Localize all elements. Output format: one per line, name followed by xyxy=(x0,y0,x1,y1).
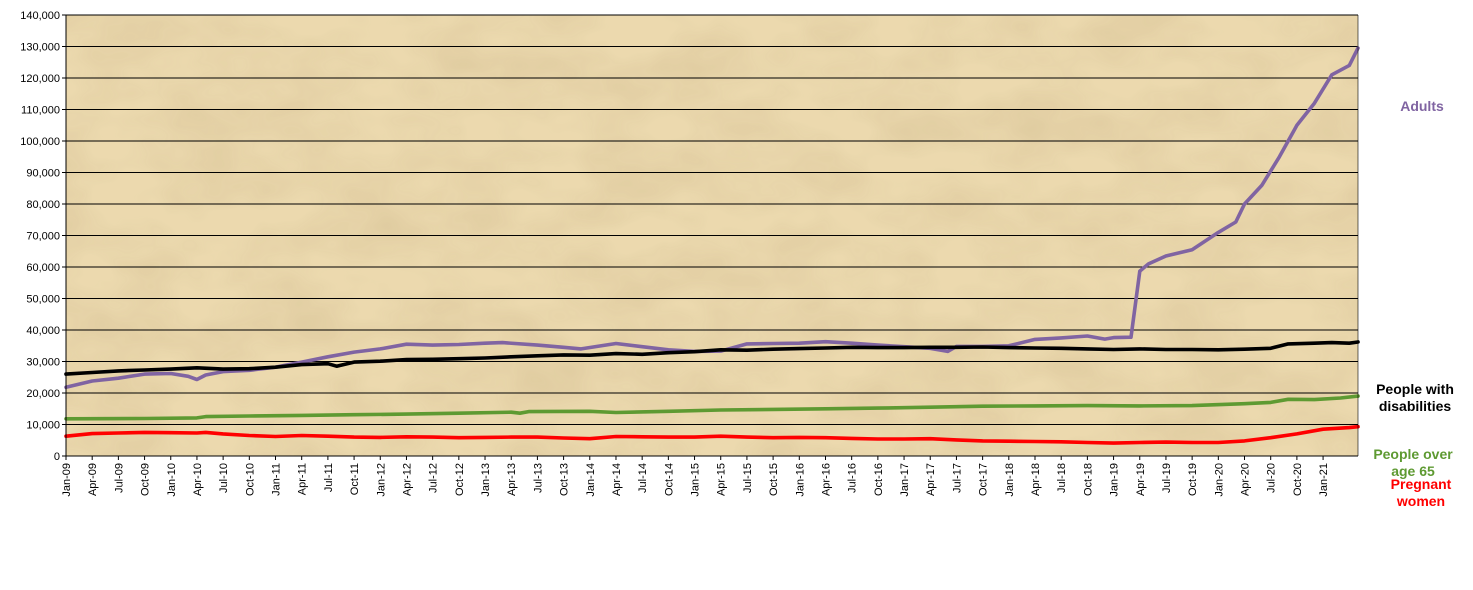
x-tick-label: Oct-16 xyxy=(873,463,885,496)
x-tick-label: Jan-10 xyxy=(166,463,178,497)
x-tick-label: Apr-19 xyxy=(1135,463,1147,496)
x-tick-label: Jan-09 xyxy=(61,463,73,497)
series-line-pregnant-women xyxy=(64,424,1360,445)
y-tick-label: 140,000 xyxy=(20,10,60,22)
series-label-pregnant-women: Pregnant women xyxy=(1391,476,1452,509)
x-tick-label: Oct-09 xyxy=(140,463,152,496)
x-tick-label: Jul-11 xyxy=(323,463,335,492)
series-label-line: women xyxy=(1396,493,1445,509)
x-tick-label: Jul-10 xyxy=(218,463,230,493)
y-tick-label: 130,000 xyxy=(20,42,60,54)
x-tick-label: Apr-20 xyxy=(1240,463,1252,496)
series-line-people-over-age-65 xyxy=(64,394,1360,421)
y-tick-label: 110,000 xyxy=(21,105,60,117)
x-tick-label: Jan-14 xyxy=(585,463,597,497)
gridlines xyxy=(66,14,1358,425)
series-label-line: Adults xyxy=(1400,98,1444,114)
x-tick-label: Oct-17 xyxy=(978,463,990,496)
x-tick-label: Jul-12 xyxy=(428,463,440,493)
x-tick-label: Oct-20 xyxy=(1292,463,1304,496)
x-tick-label: Jul-17 xyxy=(951,463,963,493)
x-tick-label: Jul-19 xyxy=(1161,463,1173,493)
x-tick-label: Apr-11 xyxy=(297,463,309,495)
series-line-people-with-disabilities xyxy=(64,340,1360,376)
x-tick-label: Oct-10 xyxy=(244,463,256,496)
y-axis-ticks: 0 10,000 20,000 30,000 40,000 50,000 60,000 70,… xyxy=(20,10,66,463)
y-tick-label: 60,000 xyxy=(26,262,60,274)
x-tick-label: Jan-17 xyxy=(899,463,911,497)
y-tick-label: 70,000 xyxy=(26,231,60,243)
x-tick-label: Apr-16 xyxy=(821,463,833,496)
series-label-line: People over xyxy=(1373,446,1453,462)
y-tick-label: 10,000 xyxy=(26,420,60,432)
x-tick-label: Jul-20 xyxy=(1266,463,1278,493)
y-tick-label: 90,000 xyxy=(26,168,60,180)
x-tick-label: Jan-11 xyxy=(271,463,283,496)
x-tick-label: Jan-12 xyxy=(375,463,387,497)
x-tick-label: Jul-14 xyxy=(637,463,649,493)
y-tick-label: 30,000 xyxy=(26,357,60,369)
series-labels: Adults People with disabilities People over… xyxy=(1373,98,1454,509)
x-tick-label: Jul-15 xyxy=(742,463,754,493)
x-tick-label: Jan-21 xyxy=(1318,463,1330,497)
series-label-people-with-disabilities: People with disabilities xyxy=(1376,381,1454,414)
x-tick-label: Jul-13 xyxy=(532,463,544,493)
x-tick-label: Jan-15 xyxy=(690,463,702,497)
x-tick-label: Oct-18 xyxy=(1082,463,1094,496)
x-axis-ticks: Jan-09 Apr-09 Jul-09 Oct-09 Jan-10 Apr-10 Jul-… xyxy=(61,456,1330,497)
series-label-line: disabilities xyxy=(1379,398,1452,414)
x-tick-label: Oct-13 xyxy=(559,463,571,496)
y-tick-label: 50,000 xyxy=(26,294,60,306)
series-label-line: Pregnant xyxy=(1391,476,1452,492)
x-tick-label: Oct-15 xyxy=(768,463,780,496)
y-tick-label: 20,000 xyxy=(26,388,60,400)
y-tick-label: 0 xyxy=(54,451,60,463)
x-tick-label: Apr-15 xyxy=(716,463,728,496)
x-tick-label: Jan-16 xyxy=(794,463,806,497)
y-tick-label: 120,000 xyxy=(20,73,60,85)
series-label-adults: Adults xyxy=(1400,98,1444,114)
y-tick-label: 80,000 xyxy=(26,199,60,211)
series-lines xyxy=(64,46,1360,445)
x-tick-label: Jan-13 xyxy=(480,463,492,497)
x-tick-label: Jul-16 xyxy=(847,463,859,493)
x-tick-label: Apr-17 xyxy=(925,463,937,496)
x-tick-label: Apr-10 xyxy=(192,463,204,496)
x-tick-label: Oct-19 xyxy=(1187,463,1199,496)
x-tick-label: Jul-09 xyxy=(113,463,125,493)
x-tick-label: Jan-20 xyxy=(1213,463,1225,497)
x-tick-label: Apr-09 xyxy=(87,463,99,496)
x-tick-label: Oct-12 xyxy=(454,463,466,496)
series-label-people-over-age-65: People over age 65 xyxy=(1373,446,1453,479)
y-tick-label: 40,000 xyxy=(26,325,60,337)
x-tick-label: Jan-19 xyxy=(1109,463,1121,497)
x-tick-label: Apr-18 xyxy=(1030,463,1042,496)
x-tick-label: Oct-11 xyxy=(349,463,361,495)
x-tick-label: Apr-13 xyxy=(506,463,518,496)
series-label-line: age 65 xyxy=(1391,463,1435,479)
x-tick-label: Jan-18 xyxy=(1004,463,1016,497)
x-tick-label: Oct-14 xyxy=(663,463,675,496)
x-tick-label: Jul-18 xyxy=(1056,463,1068,493)
x-tick-label: Apr-12 xyxy=(402,463,414,496)
x-tick-label: Apr-14 xyxy=(611,463,623,496)
y-tick-label: 100,000 xyxy=(20,136,60,148)
series-label-line: People with xyxy=(1376,381,1454,397)
